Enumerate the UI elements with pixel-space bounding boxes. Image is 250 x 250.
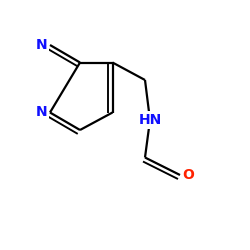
Text: HN: HN — [138, 113, 162, 127]
Text: O: O — [182, 168, 194, 182]
Text: N: N — [36, 38, 48, 52]
Text: N: N — [36, 106, 48, 120]
